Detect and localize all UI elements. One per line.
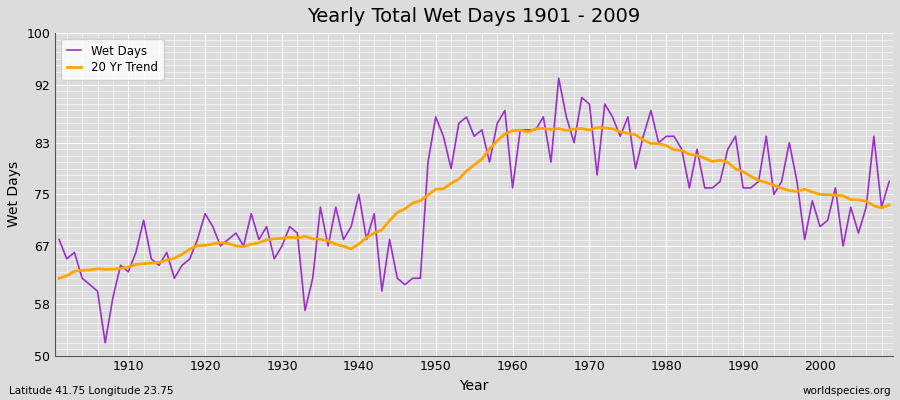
Wet Days <box>508 186 518 190</box>
20 Yr Trend <box>115 266 126 271</box>
20 Yr Trend <box>54 276 65 281</box>
Wet Days <box>292 231 302 236</box>
20 Yr Trend <box>591 125 602 130</box>
20 Yr Trend <box>500 132 510 136</box>
20 Yr Trend <box>884 202 895 207</box>
20 Yr Trend <box>608 126 618 131</box>
Text: Latitude 41.75 Longitude 23.75: Latitude 41.75 Longitude 23.75 <box>9 386 174 396</box>
Text: worldspecies.org: worldspecies.org <box>803 386 891 396</box>
Wet Days <box>100 340 111 345</box>
20 Yr Trend <box>508 128 518 133</box>
Wet Days <box>554 76 564 81</box>
Wet Days <box>54 237 65 242</box>
Wet Days <box>123 269 134 274</box>
Wet Days <box>515 128 526 132</box>
Title: Yearly Total Wet Days 1901 - 2009: Yearly Total Wet Days 1901 - 2009 <box>308 7 641 26</box>
Y-axis label: Wet Days: Wet Days <box>7 161 21 228</box>
Wet Days <box>884 179 895 184</box>
20 Yr Trend <box>330 242 341 247</box>
Legend: Wet Days, 20 Yr Trend: Wet Days, 20 Yr Trend <box>61 39 164 80</box>
20 Yr Trend <box>284 235 295 240</box>
Line: Wet Days: Wet Days <box>59 78 889 343</box>
Wet Days <box>338 237 349 242</box>
Wet Days <box>615 134 626 139</box>
X-axis label: Year: Year <box>460 379 489 393</box>
Line: 20 Yr Trend: 20 Yr Trend <box>59 128 889 278</box>
